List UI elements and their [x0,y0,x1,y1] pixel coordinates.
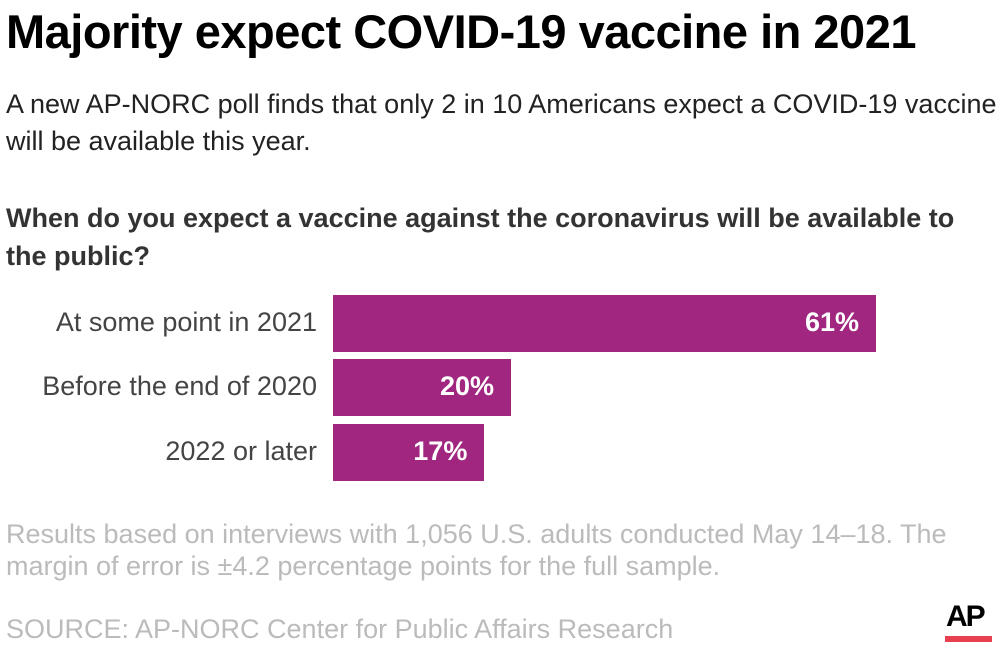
question: When do you expect a vaccine against the… [6,203,955,271]
bar [333,424,485,481]
ap-logo-bar [945,636,992,642]
category-label: Before the end of 2020 [42,371,317,401]
data-label: 17% [413,436,468,466]
category-label: 2022 or later [165,436,317,466]
methodology-note: Results based on interviews with 1,056 U… [6,519,947,581]
bar [333,295,876,352]
data-label: 61% [804,307,859,337]
ap-logo: AP [946,600,986,633]
category-label: At some point in 2021 [55,307,317,337]
bar [333,359,512,416]
chart-title: Majority expect COVID-19 vaccine in 2021 [6,5,916,58]
source-line: SOURCE: AP-NORC Center for Public Affair… [6,614,674,644]
data-label: 20% [440,371,495,401]
chart-subtitle: A new AP-NORC poll finds that only 2 in … [6,89,997,156]
